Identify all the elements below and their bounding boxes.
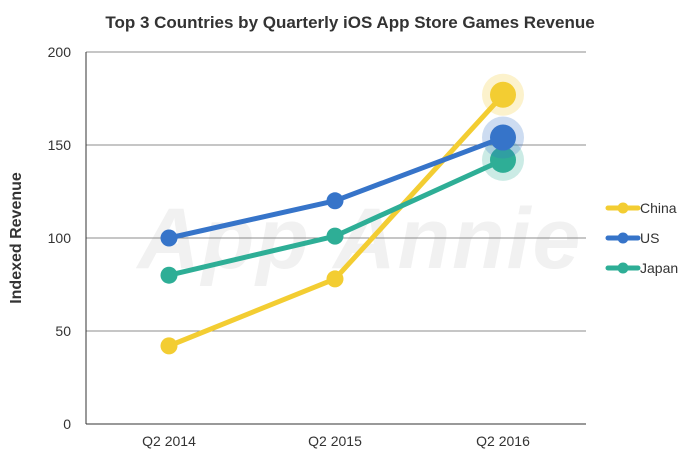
- y-tick-label: 0: [63, 416, 71, 432]
- data-point: [326, 227, 344, 245]
- y-tick-label: 100: [48, 230, 72, 246]
- x-tick-label: Q2 2015: [308, 433, 362, 449]
- series-us: [160, 116, 524, 247]
- x-tick-labels: Q2 2014 Q2 2015 Q2 2016: [142, 433, 530, 449]
- data-point: [490, 146, 516, 173]
- legend-label-china: China: [640, 200, 677, 216]
- legend-label-japan: Japan: [640, 260, 678, 276]
- data-point: [160, 266, 178, 284]
- y-axis-label: Indexed Revenue: [8, 172, 25, 304]
- legend-swatch-marker: [617, 232, 629, 244]
- data-point: [160, 229, 178, 247]
- y-tick-labels: 0 50 100 150 200: [48, 44, 72, 432]
- series-group: [160, 73, 524, 355]
- chart-title: Top 3 Countries by Quarterly iOS App Sto…: [105, 13, 594, 32]
- legend-swatch-marker: [617, 202, 629, 214]
- data-point: [490, 124, 516, 151]
- x-tick-label: Q2 2014: [142, 433, 196, 449]
- legend-label-us: US: [640, 230, 659, 246]
- data-point: [160, 337, 178, 355]
- y-tick-label: 50: [55, 323, 71, 339]
- series-japan: [160, 138, 524, 284]
- y-tick-label: 200: [48, 44, 72, 60]
- watermark: App Annie: [136, 191, 583, 287]
- data-point: [326, 192, 344, 210]
- x-tick-label: Q2 2016: [476, 433, 530, 449]
- legend-swatch-marker: [617, 262, 629, 274]
- axes: [85, 52, 586, 425]
- data-point: [490, 81, 516, 108]
- y-tick-label: 150: [48, 137, 72, 153]
- legend: China US Japan: [605, 200, 678, 276]
- data-point: [326, 270, 344, 288]
